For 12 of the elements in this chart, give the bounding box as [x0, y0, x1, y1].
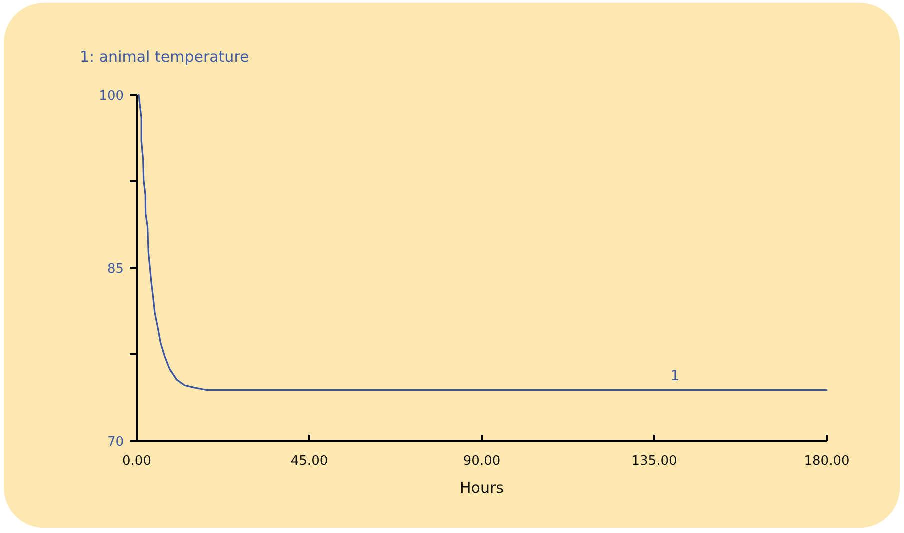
- x-tick-label: 45.00: [290, 454, 328, 469]
- y-tick-label: 100: [99, 89, 124, 104]
- chart-title: 1: animal temperature: [80, 48, 250, 66]
- x-axis-title: Hours: [460, 479, 504, 497]
- y-tick-label: 70: [107, 435, 124, 450]
- x-tick-label: 135.00: [632, 454, 678, 469]
- line-series: [138, 94, 828, 392]
- series-label: 1: [670, 368, 680, 384]
- x-tick-label: 180.00: [804, 454, 850, 469]
- x-tick-label: 90.00: [463, 454, 501, 469]
- y-tick-label: 85: [107, 262, 124, 277]
- x-tick-label: 0.00: [122, 454, 152, 469]
